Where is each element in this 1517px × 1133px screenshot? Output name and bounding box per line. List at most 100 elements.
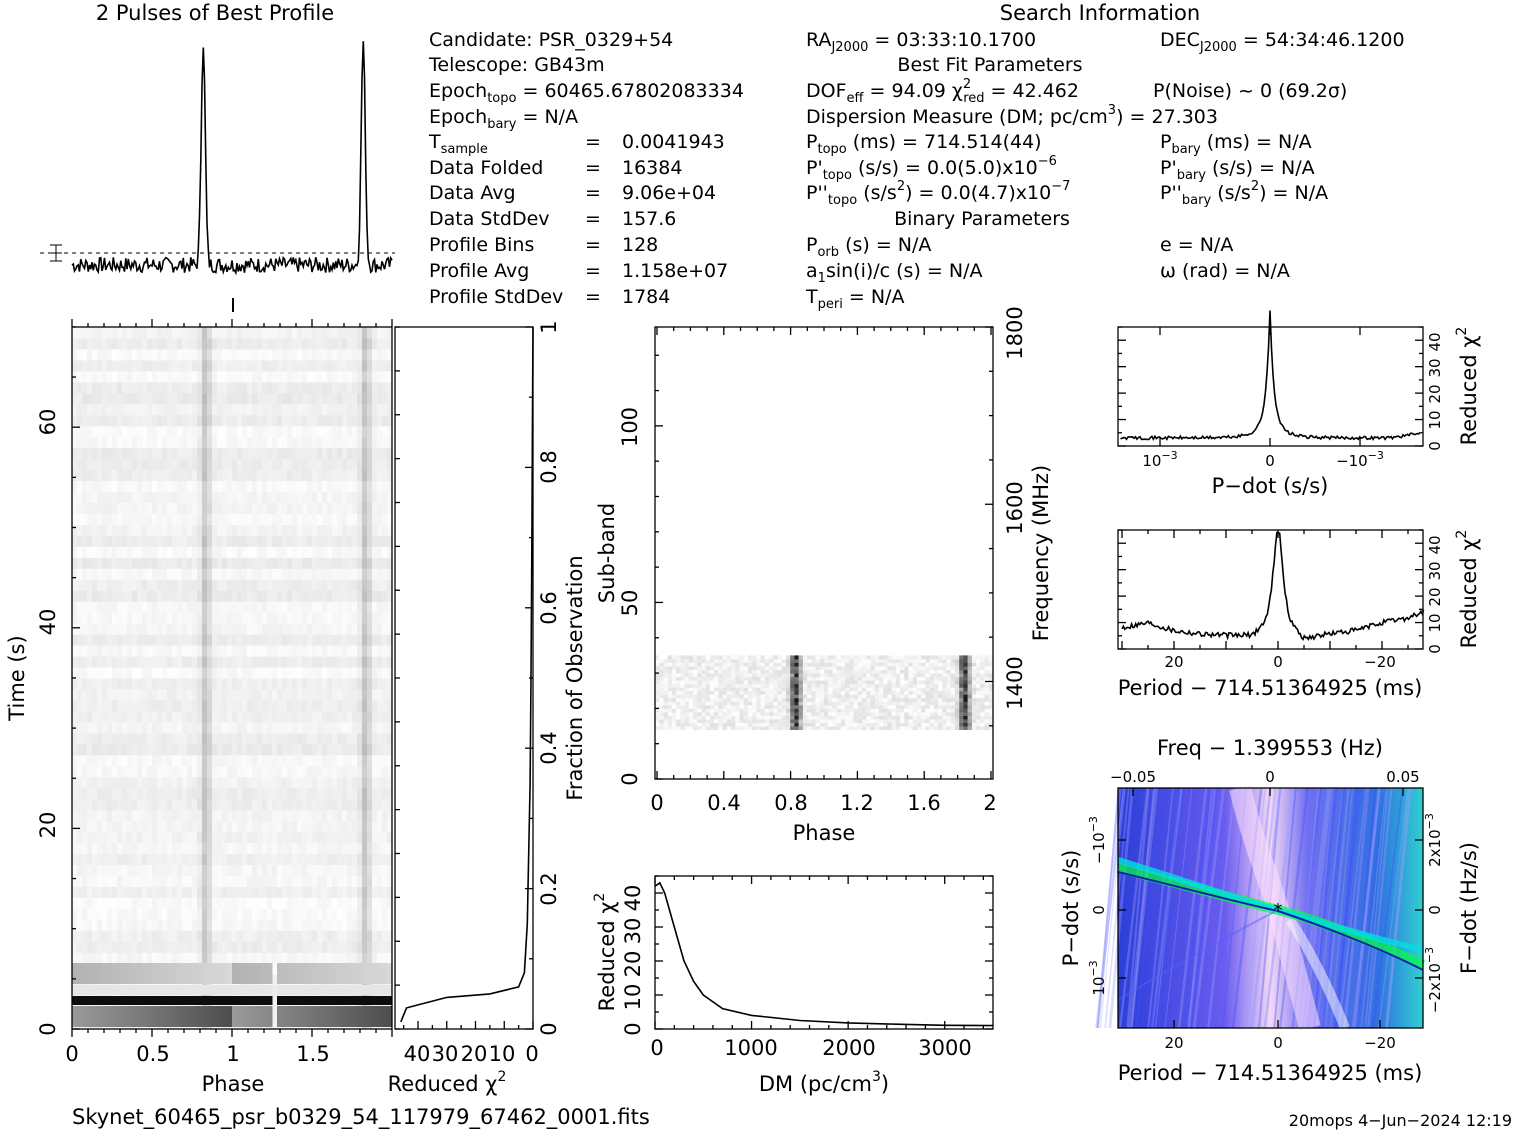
- pd-ylabel: Reduced χ: [1457, 336, 1481, 446]
- svg-text:a1sin(i)/c (s) = N/A: a1sin(i)/c (s) = N/A: [806, 260, 983, 286]
- pp-ytick-1: 0: [1090, 905, 1108, 915]
- pd-ytick-4: 40: [1426, 332, 1444, 351]
- sb-xlabel: Phase: [793, 821, 856, 845]
- omega-value: N/A: [1256, 260, 1290, 282]
- svg-text:P'bary (s/s) = N/A: P'bary (s/s) = N/A: [1160, 157, 1315, 183]
- svg-text:Ptopo (ms) = 714.514(44): Ptopo (ms) = 714.514(44): [806, 131, 1042, 157]
- svg-text:e = N/A: e = N/A: [1160, 234, 1233, 256]
- pdot-plot: 10−3 0 −10−3 0 10 20 30 40 P−dot (s/s) R…: [1117, 310, 1481, 498]
- pe-xtick-2: −20: [1364, 653, 1396, 671]
- pd-topo-exp: −6: [1038, 154, 1057, 169]
- sb-ylabel: Sub-band: [595, 503, 619, 603]
- svg-text:Data Folded: Data Folded: [429, 157, 543, 179]
- pp-xtick-0: 20: [1164, 1034, 1183, 1052]
- ct-xtick-2: 20: [461, 1042, 488, 1066]
- sb-rtick-2: 1800: [1003, 306, 1027, 359]
- svg-text:=: =: [585, 286, 601, 308]
- sb-ytick-2: 100: [618, 407, 642, 447]
- pd-ytick-1: 10: [1426, 410, 1444, 429]
- ct-ytick-0: 0: [537, 1022, 561, 1035]
- profile-avg-value: 1.158e+07: [622, 260, 728, 282]
- profile-plot: [40, 41, 395, 312]
- pp-title: Freq − 1.399553 (Hz): [1157, 736, 1383, 760]
- dm-ytick-3: 30: [621, 918, 645, 945]
- tperi-value: N/A: [871, 286, 905, 308]
- dm-label: Dispersion Measure (DM; pc/cm: [806, 106, 1108, 128]
- pe-ytick-3: 30: [1426, 561, 1444, 580]
- pe-ytick-4: 40: [1426, 535, 1444, 554]
- dm-xtick-1: 1000: [724, 1036, 777, 1060]
- pp-xtick-1: 0: [1273, 1034, 1283, 1052]
- ecc-value: N/A: [1200, 234, 1234, 256]
- p-topo-value: 714.514(44): [924, 131, 1042, 153]
- dm-xtick-0: 0: [650, 1036, 663, 1060]
- dm-ytick-1: 10: [621, 984, 645, 1011]
- info-block: Candidate: PSR_0329+54 Telescope: GB43m …: [428, 29, 1405, 312]
- pp-rtick-2: 2x10: [1426, 829, 1444, 867]
- dm-xtick-2: 2000: [822, 1036, 875, 1060]
- tsample-line: Tsample: [428, 131, 488, 157]
- svg-text:=: =: [585, 260, 601, 282]
- svg-text:=: =: [585, 182, 601, 204]
- sb-rlabel: Frequency (MHz): [1029, 465, 1053, 641]
- pd-xtick-2: −10: [1336, 452, 1368, 470]
- pd-ytick-3: 30: [1426, 358, 1444, 377]
- chi2-value: 42.462: [1013, 80, 1079, 102]
- telescope-value: GB43m: [534, 54, 604, 76]
- sb-xtick-5: 2: [983, 791, 996, 815]
- dm-ylabel: Reduced χ: [595, 902, 619, 1012]
- subband-phase-plot: 0 0.4 0.8 1.2 1.6 2 Phase 0 50 100 Sub-b…: [595, 306, 1053, 845]
- telescope-line: Telescope: GB43m: [428, 54, 605, 76]
- tp-ytick-1: 20: [36, 812, 60, 839]
- tp-xtick-3: 1.5: [296, 1042, 329, 1066]
- pp-ytick-0: 10: [1090, 977, 1108, 996]
- chi2-time-plot: 40 30 20 10 0 Reduced χ2 0 0.2 0.4 0.6 0…: [388, 320, 587, 1096]
- pe-xtick-1: 0: [1273, 653, 1283, 671]
- pd-topo-value: 0.0(5.0)x10: [927, 157, 1038, 179]
- svg-text:Dispersion Measure (DM; pc/cm3: Dispersion Measure (DM; pc/cm3) = 27.303: [806, 103, 1218, 128]
- footer-stamp: 20mops 4−Jun−2024 12:19: [1289, 1111, 1512, 1130]
- pp-xlabel: Period − 714.51364925 (ms): [1118, 1061, 1423, 1085]
- tp-ytick-3: 60: [36, 409, 60, 436]
- porb-value: N/A: [898, 234, 932, 256]
- search-info-title: Search Information: [1000, 1, 1200, 25]
- profile-stddev-value: 1784: [622, 286, 670, 308]
- period-curve-line: [1121, 531, 1425, 641]
- time-phase-plot: 0 0.5 1 1.5 Phase 0 20 40 60 Time (s): [5, 319, 393, 1096]
- svg-text:Profile Bins: Profile Bins: [429, 234, 534, 256]
- ct-ylabel: Fraction of Observation: [563, 555, 587, 800]
- ct-ytick-2: 0.4: [537, 731, 561, 764]
- svg-text:=: =: [585, 208, 601, 230]
- pd-ytick-0: 0: [1426, 441, 1444, 451]
- p-bary-value: N/A: [1278, 131, 1312, 153]
- tp-ylabel: Time (s): [5, 635, 29, 721]
- svg-text:Data Avg: Data Avg: [429, 182, 516, 204]
- pe-xtick-0: 20: [1164, 653, 1183, 671]
- candidate-line: Candidate: PSR_0329+54: [429, 29, 673, 51]
- profile-line: [71, 41, 393, 276]
- svg-text:P''topo (s/s2) = 0.0(4.7)x10−7: P''topo (s/s2) = 0.0(4.7)x10−7: [806, 179, 1070, 208]
- data-stddev-value: 157.6: [622, 208, 676, 230]
- period-plot: 20 0 −20 0 10 20 30 40 Period − 714.5136…: [1117, 529, 1481, 700]
- dof-value: 94.09: [891, 80, 945, 102]
- sb-rtick-0: 1400: [1003, 656, 1027, 709]
- footer-filename: Skynet_60465_psr_b0329_54_117979_67462_0…: [72, 1105, 650, 1130]
- ra-value: 03:33:10.1700: [896, 29, 1036, 51]
- epoch-bary-value: N/A: [544, 106, 578, 128]
- sb-xtick-2: 0.8: [774, 791, 807, 815]
- svg-text:Porb (s) = N/A: Porb (s) = N/A: [806, 234, 931, 260]
- ct-xtick-0: 40: [404, 1042, 431, 1066]
- tsample-value: 0.0041943: [622, 131, 725, 153]
- svg-text:P'topo (s/s) = 0.0(5.0)x10−6: P'topo (s/s) = 0.0(5.0)x10−6: [806, 154, 1057, 183]
- pp-ytick-2: −10: [1090, 832, 1108, 864]
- pp-ylabel: P−dot (s/s): [1059, 850, 1083, 967]
- svg-text:=: =: [585, 234, 601, 256]
- pd-ytick-2: 20: [1426, 384, 1444, 403]
- svg-text:Profile Avg: Profile Avg: [429, 260, 529, 282]
- pp-rtick-0: −2x10: [1426, 963, 1444, 1013]
- tp-xtick-2: 1: [226, 1042, 239, 1066]
- pd-xlabel: P−dot (s/s): [1212, 474, 1329, 498]
- pp-ttick-0: −0.05: [1110, 768, 1156, 786]
- data-folded-value: 16384: [622, 157, 682, 179]
